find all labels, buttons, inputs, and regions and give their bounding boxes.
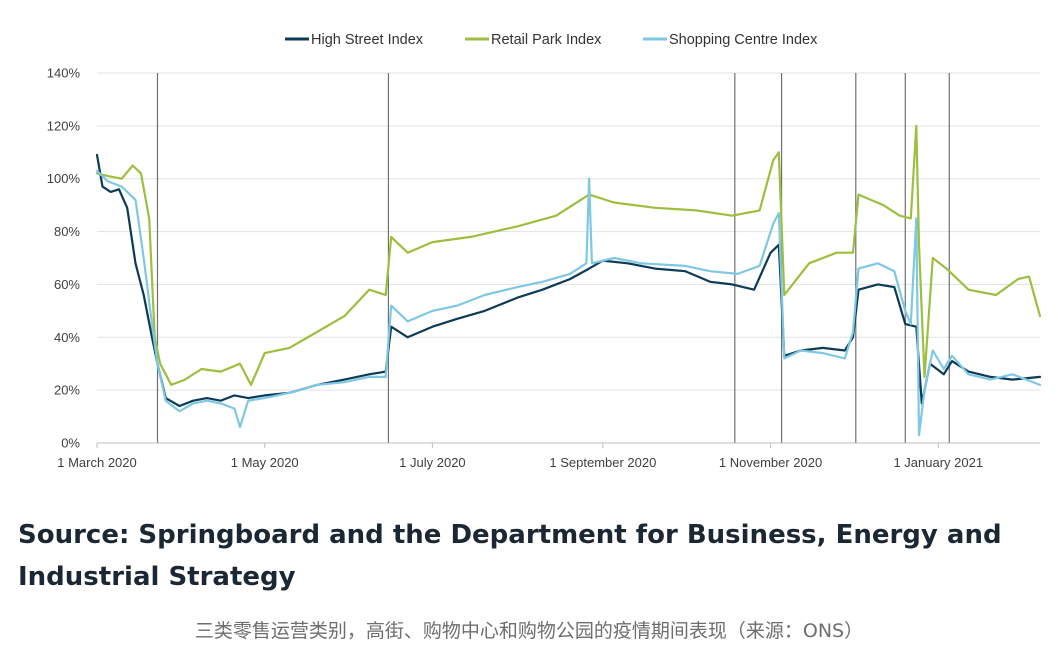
y-tick-label: 0% (61, 436, 80, 451)
y-tick-label: 60% (54, 277, 80, 292)
y-tick-label: 140% (47, 66, 81, 81)
y-tick-label: 20% (54, 383, 80, 398)
y-tick-label: 80% (54, 224, 80, 239)
retail-footfall-line-chart: 0%20%40%60%80%100%120%140% 1 March 2020 1… (47, 32, 1042, 470)
legend-label: Retail Park Index (491, 32, 602, 48)
chart-legend: High Street Index Retail Park Index Shoppi… (285, 32, 818, 48)
y-axis-ticks: 0% 20% 40% 60% 80% 100% 120% 140% (47, 66, 81, 451)
series-lines (95, 124, 1042, 437)
x-tick-label: 1 May 2020 (231, 455, 299, 470)
chart-caption: 三类零售运营类别，高街、购物中心和购物公园的疫情期间表现（来源：ONS） (194, 620, 864, 642)
series-line-high-street-index (95, 153, 1042, 408)
source-text: Source: Springboard and the Department f… (18, 520, 1002, 592)
legend-label: Shopping Centre Index (669, 32, 818, 48)
x-tick-label: 1 November 2020 (719, 455, 822, 470)
x-tick-label: 1 March 2020 (57, 455, 137, 470)
series-line-retail-park-index (95, 124, 1042, 386)
y-tick-label: 100% (47, 171, 81, 186)
y-tick-label: 120% (47, 118, 81, 133)
horizontal-gridlines (97, 72, 1040, 391)
x-tick-label: 1 January 2021 (893, 455, 983, 470)
y-tick-label: 40% (54, 330, 80, 345)
series-line-shopping-centre-index (95, 169, 1042, 437)
event-lines (156, 73, 950, 443)
legend-label: High Street Index (311, 32, 424, 48)
x-tick-label: 1 September 2020 (549, 455, 656, 470)
x-axis-ticks: 1 March 2020 1 May 2020 1 July 2020 1 Septe… (57, 443, 983, 470)
x-tick-label: 1 July 2020 (399, 455, 466, 470)
